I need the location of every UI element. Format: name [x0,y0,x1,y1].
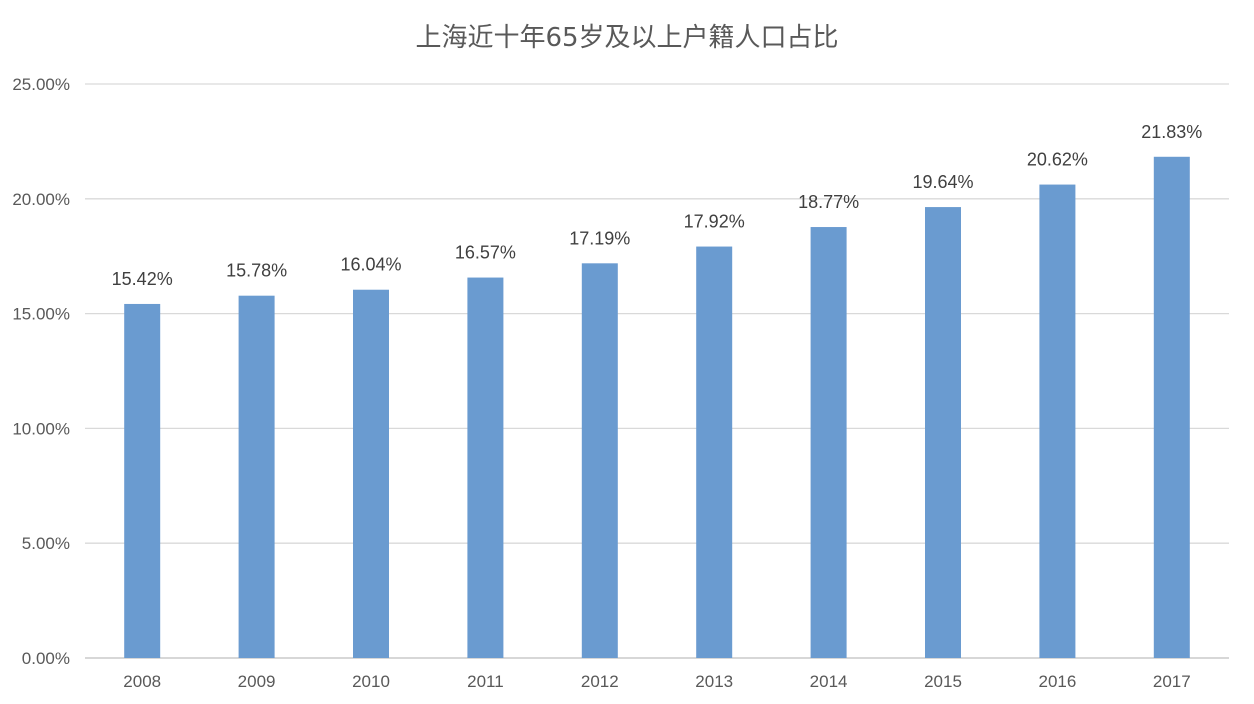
x-tick-label-2016: 2016 [1038,672,1076,691]
chart-title: 上海近十年65岁及以上户籍人口占比 [415,23,838,53]
x-tick-label-2012: 2012 [581,672,619,691]
y-tick-label: 10.00% [12,419,70,438]
gridlines [85,83,1229,659]
data-label-2017: 21.83% [1141,122,1202,142]
bar-2016 [1039,184,1076,658]
bar-2014 [810,227,847,658]
x-tick-label-2008: 2008 [123,672,161,691]
bar-2015 [925,207,961,658]
data-label-2009: 15.78% [226,261,287,281]
x-tick-label-2013: 2013 [695,672,733,691]
x-tick-label-2010: 2010 [352,672,390,691]
x-tick-label-2017: 2017 [1153,672,1191,691]
bar-2010 [353,289,389,658]
y-tick-label: 20.00% [12,190,70,209]
data-label-2015: 19.64% [912,172,973,192]
data-label-2013: 17.92% [684,212,745,232]
x-tick-label-2015: 2015 [924,672,962,691]
y-tick-label: 25.00% [12,75,70,94]
y-tick-label: 5.00% [22,534,70,553]
data-labels: 15.42% 15.78% 16.04% 16.57% 17.19% 17.92% 18.7… [112,122,1203,289]
data-label-2008: 15.42% [112,269,173,289]
x-tick-label-2011: 2011 [467,672,504,691]
data-label-2010: 16.04% [340,255,401,275]
x-tick-label-2009: 2009 [238,672,276,691]
bar-2012 [581,263,618,658]
y-tick-label: 0.00% [22,649,70,668]
data-label-2012: 17.19% [569,228,630,248]
bar-2017 [1153,156,1190,658]
data-label-2014: 18.77% [798,192,859,212]
bar-2013 [696,246,733,658]
data-label-2011: 16.57% [455,243,516,263]
bar-2008 [124,303,161,658]
y-axis-tick-labels: 0.00% 5.00% 10.00% 15.00% 20.00% 25.00% [12,75,70,668]
bar-2011 [467,277,504,658]
bar-2009 [238,295,275,658]
x-axis-tick-labels: 2008 2009 2010 2011 2012 2013 2014 2015 2016 2017 [123,672,1190,691]
y-tick-label: 15.00% [12,305,70,324]
x-tick-label-2014: 2014 [810,672,848,691]
data-label-2016: 20.62% [1027,150,1088,170]
bars [124,156,1190,658]
